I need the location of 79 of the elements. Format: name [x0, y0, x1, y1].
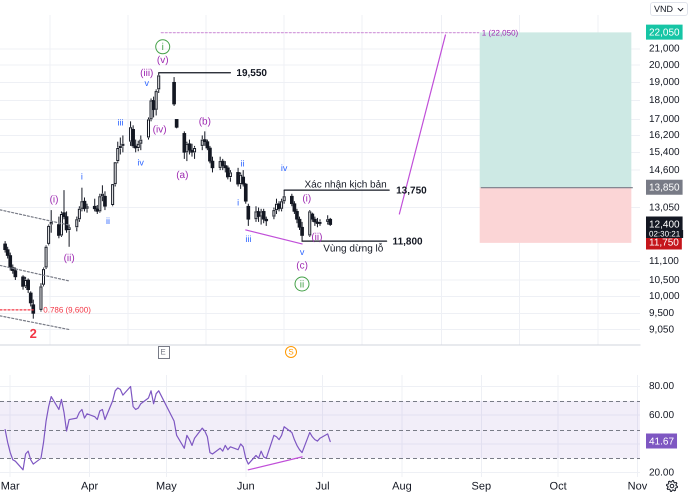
- annotation: (c): [296, 260, 308, 272]
- y-tick-label: 41.67: [649, 436, 674, 448]
- y-tick-label: 11,100: [649, 256, 680, 268]
- annotation: i: [80, 172, 83, 182]
- text: E: [160, 348, 166, 357]
- y-tick-label: 9,500: [649, 308, 674, 320]
- annotation: 1 (22,050): [482, 28, 519, 38]
- annotation: i: [162, 42, 164, 54]
- y-tick-label: 10,500: [649, 274, 680, 286]
- annotation: Vùng dừng lỗ: [323, 242, 384, 254]
- x-tick-label: Nov: [628, 480, 648, 493]
- candlestick: [262, 208, 266, 224]
- y-tick-label: 80.00: [649, 381, 674, 392]
- y-tick-label: 11,750: [649, 237, 680, 248]
- x-tick-label: Jul: [316, 480, 330, 493]
- annotation: v: [144, 78, 150, 88]
- annotation: iii: [245, 234, 252, 244]
- annotation: 2: [30, 326, 37, 341]
- y-tick-label: 21,000: [649, 44, 680, 55]
- annotation: iv: [137, 157, 144, 168]
- annotation: v: [300, 247, 305, 258]
- annotation: (a): [176, 170, 188, 182]
- annotation: (v): [156, 55, 169, 66]
- y-tick-label: 13,850: [649, 182, 680, 194]
- candlestick: [21, 274, 25, 290]
- annotation: 0.786 (9,600): [43, 306, 92, 315]
- annotation: ii: [240, 158, 245, 168]
- y-tick-label: 16,200: [649, 130, 680, 142]
- annotation: (ii): [64, 253, 75, 264]
- candlestick: [202, 130, 207, 146]
- x-tick-label: Oct: [550, 480, 567, 493]
- candlestick: [238, 172, 242, 190]
- y-tick-label: 12,400: [649, 219, 680, 230]
- candlestick: [246, 203, 250, 226]
- y-tick-label: 18,000: [649, 95, 680, 106]
- y-tick-label: 13,050: [649, 202, 680, 214]
- candlestick: [308, 210, 312, 238]
- annotation: (iii): [140, 68, 154, 80]
- candlestick: [200, 134, 204, 151]
- annotation: Xác nhận kịch bản: [304, 179, 387, 190]
- y-tick-label: 9,050: [649, 324, 674, 336]
- x-tick-label: Sep: [471, 480, 492, 493]
- candlestick: [254, 206, 258, 222]
- y-tick-label: 20.00: [649, 467, 674, 478]
- candlestick: [220, 158, 225, 171]
- annotation: (i): [302, 193, 312, 204]
- candlestick: [228, 170, 232, 182]
- annotation: ii: [106, 216, 110, 226]
- annotation: (b): [198, 116, 211, 128]
- y-tick-label: 20,000: [649, 60, 680, 71]
- annotation: (ii): [311, 232, 322, 244]
- y-tick-label: 10,000: [649, 291, 680, 302]
- y-tick-label: 14,600: [649, 164, 680, 176]
- annotation: iii: [118, 117, 124, 128]
- annotation: 19,550: [236, 68, 268, 80]
- candlestick: [138, 134, 143, 151]
- candlestick: [14, 267, 18, 281]
- annotation: 11,800: [392, 236, 424, 248]
- annotation: iv: [280, 163, 288, 174]
- annotation: (iv): [152, 124, 167, 136]
- text: S: [288, 348, 294, 357]
- annotation: ii: [300, 279, 304, 290]
- x-tick-label: Jun: [236, 480, 255, 493]
- annotation: i: [237, 197, 240, 208]
- candlestick: [92, 198, 97, 212]
- y-tick-label: 19,000: [649, 77, 680, 88]
- currency-dropdown: VND: [650, 2, 688, 16]
- y-tick-label: 22,050: [649, 27, 680, 38]
- y-tick-label: 60.00: [649, 410, 674, 421]
- x-tick-label: Aug: [392, 480, 412, 493]
- candlestick: [172, 76, 176, 106]
- text: 02:30:21: [649, 229, 681, 238]
- y-tick-label: 15,400: [649, 147, 680, 158]
- x-tick-label: May: [156, 480, 178, 493]
- y-tick-label: 17,000: [649, 114, 680, 126]
- candlestick: [121, 134, 125, 153]
- x-tick-label: Mar: [0, 480, 20, 493]
- x-tick-label: Apr: [81, 480, 98, 493]
- annotation: (i): [50, 194, 58, 206]
